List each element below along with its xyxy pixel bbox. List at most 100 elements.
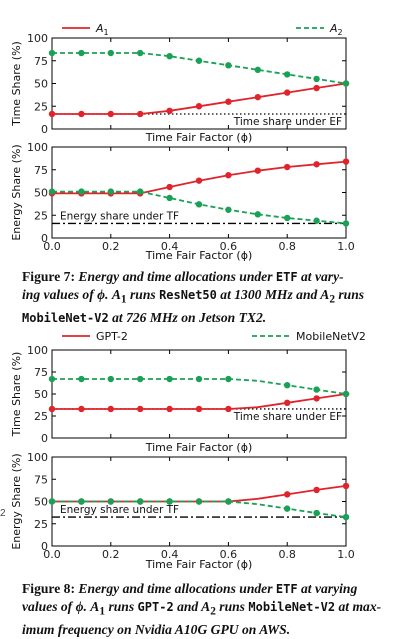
fig7-time-ytick-label: 100 bbox=[27, 32, 48, 45]
fig7-time-panel: 0 25 50 75 100 Time Share (%) Time Fair Factor… bbox=[10, 32, 350, 144]
fig8-energy-ytick-label: 0 bbox=[41, 540, 48, 553]
fig7-time-ylabel: Time Share (%) bbox=[10, 41, 23, 127]
fig8-caption-line2f: at max- bbox=[335, 599, 382, 614]
fig8-time-series-a2-point bbox=[48, 375, 56, 383]
fig8-energy-series-a2-point bbox=[137, 498, 144, 505]
fig8-energy-xtick-label: 0.4 bbox=[161, 548, 179, 561]
fig8-energy-xtick-label: 0.6 bbox=[220, 548, 238, 561]
fig8-energy-series-a2-point bbox=[48, 498, 56, 505]
fig7-time-series-a1-point bbox=[225, 98, 232, 105]
fig8-time-series-a2-point bbox=[342, 390, 350, 398]
fig8-caption-a1-sub: 1 bbox=[99, 605, 106, 618]
fig8-energy-ref-label: Energy share under TF bbox=[60, 504, 179, 516]
fig7-time-series-a1-point bbox=[195, 103, 203, 110]
fig7-legend: A1 A2 bbox=[62, 22, 343, 37]
fig7-caption-line2d: at 1300 MHz and bbox=[216, 287, 321, 302]
fig7-energy-series-a2-point bbox=[254, 211, 261, 218]
legend-a2-sub: 2 bbox=[338, 28, 343, 37]
legend-mobilenet-label: MobileNetV2 bbox=[296, 330, 366, 343]
fig7-energy-xtick-label: 1.0 bbox=[337, 240, 355, 253]
fig7-energy-ytick-label: 50 bbox=[34, 187, 48, 200]
fig8-energy-series-a2-point bbox=[342, 513, 350, 521]
fig7-energy-ytick-label: 0 bbox=[41, 232, 48, 245]
fig8-caption-line2a: values of bbox=[22, 599, 76, 614]
fig7-time-series-a2-point bbox=[48, 49, 56, 57]
fig8-caption-model1: GPT-2 bbox=[137, 600, 174, 614]
fig7-time-series-a2-point bbox=[78, 49, 85, 57]
fig8-energy-series-a1-point bbox=[342, 482, 350, 490]
fig7-energy-series-a1-point bbox=[166, 183, 173, 191]
fig7-time-series-a2-point bbox=[225, 62, 232, 69]
fig7-caption-model2: MobileNet-V2 bbox=[22, 310, 109, 325]
fig7-caption-a2-sub: 2 bbox=[329, 293, 335, 306]
legend-a1-label: A1 bbox=[95, 22, 109, 37]
fig8-energy-series-a2-point bbox=[78, 498, 85, 505]
fig7-caption-line2b: . bbox=[105, 287, 112, 302]
fig7-energy-ytick-label: 25 bbox=[34, 209, 48, 222]
fig7-time-series-a2-point bbox=[342, 80, 350, 87]
fig8-energy-series-a2-point bbox=[225, 498, 232, 505]
fig8-time-ref-label: Time share under EF bbox=[233, 411, 342, 423]
fig7-energy-ylabel: Energy Share (%) bbox=[10, 144, 23, 240]
fig7-energy-series-a2-point bbox=[225, 206, 232, 213]
fig8-caption-etf: ETF bbox=[275, 582, 298, 596]
fig8-time-series-a2-point bbox=[107, 375, 115, 383]
figure8-caption: Figure 8: Energy and time allocations un… bbox=[22, 580, 394, 639]
fig7-time-ytick-label: 75 bbox=[34, 55, 48, 68]
fig8-caption-a2: A bbox=[201, 599, 211, 614]
fig7-energy-series-a1-point bbox=[284, 163, 291, 171]
fig8-time-ytick-label: 0 bbox=[41, 432, 48, 445]
fig7-energy-xtick-label: 0.8 bbox=[278, 240, 296, 253]
fig7-caption-line1: Energy and time allocations under bbox=[78, 269, 273, 284]
fig7-energy-xtick-label: 0.4 bbox=[161, 240, 179, 253]
fig7-time-series-a1-point bbox=[284, 89, 291, 96]
fig8-caption-line2c: runs bbox=[105, 599, 138, 614]
fig8-time-series-a1-point bbox=[195, 405, 203, 413]
fig8-caption-line2d: and bbox=[173, 599, 202, 614]
fig8-energy-series-a2-point bbox=[284, 505, 291, 512]
side-fragment: 2 bbox=[0, 508, 6, 519]
fig8-time-ytick-label: 25 bbox=[34, 410, 48, 423]
fig8-time-series-a1-point bbox=[78, 405, 85, 413]
fig7-caption-line2e: runs bbox=[334, 287, 365, 302]
fig7-energy-ref-label: Energy share under TF bbox=[60, 210, 179, 222]
fig8-time-ytick-label: 50 bbox=[34, 388, 48, 401]
fig8-time-series-a2-point bbox=[195, 375, 203, 383]
fig7-caption-a1: A bbox=[111, 287, 121, 302]
fig7-energy-xtick-label: 0.0 bbox=[43, 240, 61, 253]
fig7-caption-phi: ϕ bbox=[97, 287, 106, 302]
fig7-energy-series-a2-point bbox=[107, 188, 115, 195]
legend-a2-label: A2 bbox=[329, 22, 343, 37]
fig7-energy-series-a2-point bbox=[137, 188, 144, 195]
fig8-energy-series-a2-point bbox=[166, 498, 173, 505]
fig8-time-series-a1-point bbox=[166, 405, 173, 413]
fig8-energy-series-a2-point bbox=[313, 509, 320, 517]
fig8-time-series-a1-point bbox=[284, 399, 291, 406]
fig8-time-ytick-label: 100 bbox=[27, 344, 48, 357]
fig7-time-series-a2-point bbox=[107, 49, 115, 57]
fig7-time-series-a1-point bbox=[137, 110, 144, 118]
fig8-time-xlabel: Time Fair Factor (ϕ) bbox=[145, 441, 253, 454]
fig7-caption-etf: ETF bbox=[275, 270, 298, 284]
legend-gpt2-label: GPT-2 bbox=[96, 330, 128, 343]
fig7-energy-xlabel: Time Fair Factor (ϕ) bbox=[145, 249, 253, 262]
fig8-time-series-a1-point bbox=[137, 405, 144, 413]
fig8-energy-panel: 0 25 50 75 100 0.0 0.2 0.4 0.6 0.8 1.0 Energy Share… bbox=[10, 451, 355, 571]
fig7-energy-series-a1-point bbox=[195, 177, 203, 184]
fig8-time-series-a2-point bbox=[225, 375, 232, 383]
fig7-energy-panel: 0 25 50 75 100 0.0 0.2 0.4 0.6 0.8 1.0 Energy Share… bbox=[10, 141, 355, 262]
fig7-time-series-a1-point bbox=[166, 107, 173, 115]
fig8-caption-a2-sub: 2 bbox=[210, 605, 216, 618]
fig8-caption-line1: Energy and time allocations under bbox=[78, 581, 273, 596]
fig7-time-ytick-label: 0 bbox=[41, 123, 48, 136]
fig8-energy-series-a1-point bbox=[313, 486, 320, 494]
legend-a1-sub: 1 bbox=[104, 28, 109, 37]
fig8-caption-label: Figure 8: bbox=[22, 581, 75, 596]
fig7-caption-line2c: runs bbox=[126, 287, 160, 302]
fig8-time-frame bbox=[51, 349, 347, 439]
fig7-time-series-a1-point bbox=[48, 110, 56, 118]
fig7-caption-line3: at 726 MHz on Jetson TX2. bbox=[108, 309, 267, 325]
fig8-time-series-a2-point bbox=[78, 375, 85, 383]
fig8-energy-xlabel: Time Fair Factor (ϕ) bbox=[145, 558, 253, 571]
plots-layer: 0 25 50 75 100 Time Share (%) Time Fair Factor… bbox=[10, 32, 355, 571]
